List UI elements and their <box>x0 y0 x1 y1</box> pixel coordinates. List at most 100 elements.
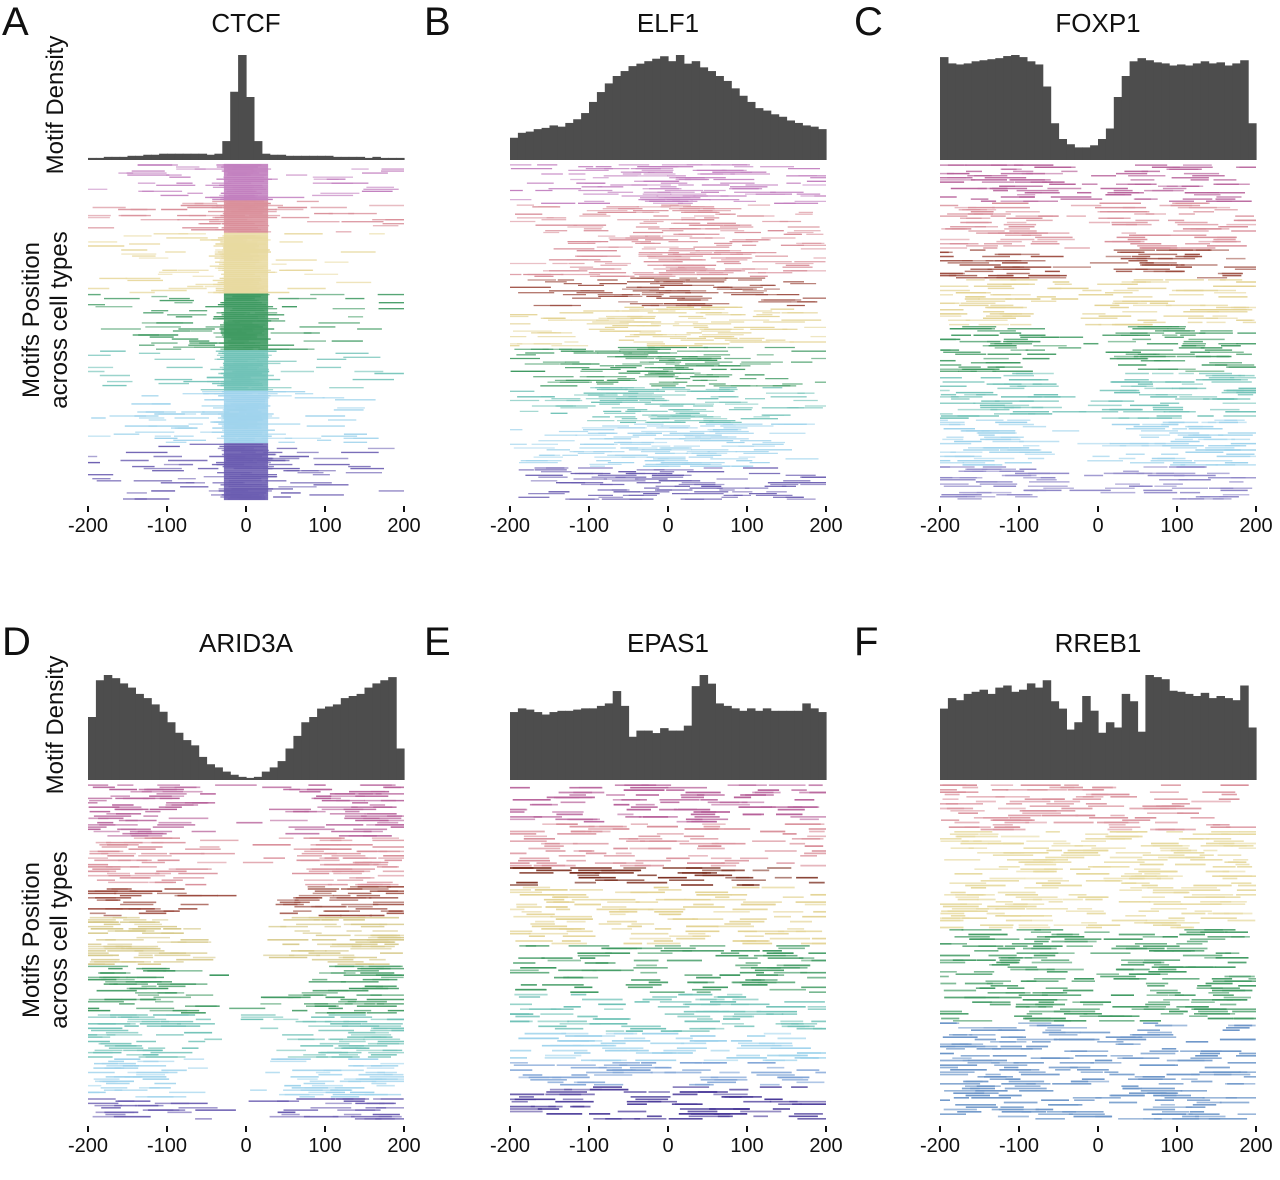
density-bar <box>1074 722 1083 780</box>
density-bar <box>1043 87 1052 161</box>
density-bar <box>1114 97 1123 160</box>
density-bar <box>1130 701 1139 780</box>
density-bar <box>940 57 949 160</box>
density-bar <box>1059 709 1068 780</box>
density-bar <box>1051 701 1060 780</box>
density-bar <box>1217 696 1226 780</box>
density-bar <box>1177 64 1186 160</box>
density-bar <box>964 63 973 160</box>
density-bar <box>1138 58 1147 160</box>
x-tick-label: 100 <box>1160 515 1193 537</box>
density-bar <box>940 709 949 780</box>
density-bar <box>1201 693 1210 780</box>
density-bar <box>1240 60 1249 160</box>
density-bar <box>956 700 965 780</box>
density-bar <box>1217 62 1226 160</box>
density-bar <box>1035 688 1044 780</box>
density-bar <box>1153 677 1162 780</box>
density-bar <box>1232 700 1241 780</box>
density-bar <box>995 688 1004 780</box>
density-bar <box>1177 692 1186 780</box>
density-bar <box>972 692 981 780</box>
density-bar <box>1161 679 1170 780</box>
raster-band <box>940 420 1256 465</box>
motif-raster <box>940 785 1256 1119</box>
raster-band <box>940 280 1256 325</box>
density-bar <box>1082 696 1091 780</box>
plot-area: -200 -100 0 100 200 <box>920 0 1276 560</box>
density-bar <box>1161 63 1170 160</box>
density-bar <box>1003 56 1012 160</box>
density-bar <box>1248 728 1257 781</box>
density-bar <box>987 59 996 160</box>
raster-band <box>940 327 1256 372</box>
density-bar <box>948 63 957 160</box>
x-tick-label: 200 <box>1239 515 1272 537</box>
density-bar <box>1090 711 1099 780</box>
density-bar <box>1027 61 1036 160</box>
density-bar <box>1185 694 1194 780</box>
raster-band <box>940 374 1256 419</box>
density-bar <box>1019 57 1028 160</box>
density-histogram <box>940 55 1257 160</box>
raster-band <box>940 467 1256 499</box>
x-tick-label: -100 <box>999 515 1039 537</box>
density-bar <box>1122 76 1131 160</box>
density-bar <box>1122 694 1131 780</box>
x-tick-label: 0 <box>1092 515 1103 537</box>
density-bar <box>1248 123 1257 160</box>
density-bar <box>1106 722 1115 780</box>
raster-band <box>940 165 1256 201</box>
raster-band <box>940 250 1256 278</box>
density-bar <box>1169 691 1178 780</box>
density-bar <box>980 690 989 780</box>
density-bar <box>1082 147 1091 160</box>
density-bar <box>1145 675 1154 780</box>
density-bar <box>956 64 965 160</box>
density-bar <box>1145 60 1154 160</box>
density-bar <box>1193 696 1202 780</box>
density-bar <box>1138 732 1147 780</box>
density-bar <box>1011 55 1020 160</box>
density-bar <box>1098 733 1107 780</box>
density-bar <box>964 694 973 780</box>
density-bar <box>1114 728 1123 781</box>
raster-band <box>940 203 1256 248</box>
density-bar <box>980 60 989 160</box>
density-bar <box>1240 686 1249 781</box>
density-bar <box>1130 61 1139 160</box>
density-bar <box>1209 63 1218 160</box>
motif-raster <box>940 165 1256 499</box>
density-bar <box>1043 680 1052 780</box>
density-bar <box>972 61 981 160</box>
density-histogram <box>940 675 1257 780</box>
density-bar <box>1224 66 1233 161</box>
density-bar <box>1106 129 1115 161</box>
density-bar <box>1185 66 1194 161</box>
density-bar <box>1201 61 1210 160</box>
density-bar <box>1193 63 1202 160</box>
x-tick-label: -200 <box>920 515 960 537</box>
density-bar <box>1224 698 1233 780</box>
x-axis: -200 -100 0 100 200 <box>920 506 1273 537</box>
density-bar <box>1090 145 1099 160</box>
density-bar <box>1066 730 1075 780</box>
density-bar <box>987 694 996 780</box>
density-bar <box>1074 147 1083 160</box>
density-bar <box>1011 692 1020 780</box>
density-bar <box>1232 63 1241 160</box>
density-bar <box>1003 686 1012 781</box>
panel-letter: F <box>854 622 878 662</box>
density-bar <box>1066 144 1075 160</box>
density-bar <box>1051 123 1060 160</box>
raster-band <box>940 785 1256 829</box>
density-bar <box>1019 690 1028 780</box>
density-bar <box>995 58 1004 160</box>
density-bar <box>1027 683 1036 780</box>
density-bar <box>1169 66 1178 161</box>
density-bar <box>1153 62 1162 160</box>
